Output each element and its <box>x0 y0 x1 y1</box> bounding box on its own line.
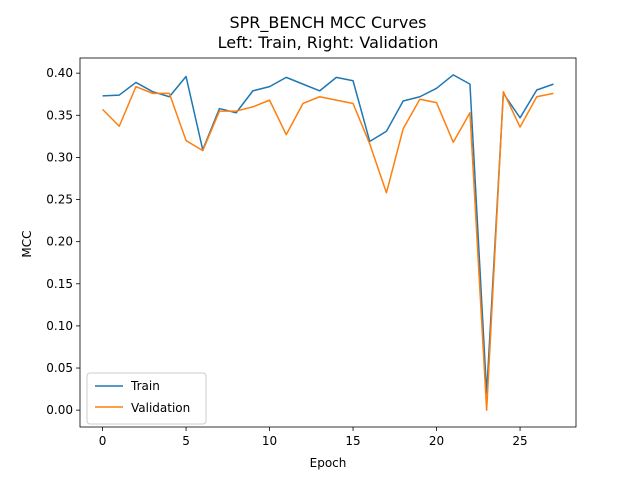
y-tick-label: 0.20 <box>46 235 73 249</box>
legend-label-train: Train <box>130 379 160 393</box>
x-tick-label: 15 <box>345 434 360 448</box>
y-tick-label: 0.00 <box>46 403 73 417</box>
x-tick-label: 25 <box>512 434 527 448</box>
legend: Train Validation <box>86 372 207 425</box>
y-tick-label: 0.40 <box>46 66 73 80</box>
x-tick-label: 20 <box>429 434 444 448</box>
y-tick-label: 0.05 <box>46 361 73 375</box>
x-tick-label: 10 <box>262 434 277 448</box>
legend-label-validation: Validation <box>131 401 190 415</box>
y-tick-label: 0.25 <box>46 193 73 207</box>
chart-title-line-2: Left: Train, Right: Validation <box>218 33 439 52</box>
y-tick-label: 0.10 <box>46 319 73 333</box>
chart-title-line-1: SPR_BENCH MCC Curves <box>229 13 426 33</box>
x-axis-label: Epoch <box>310 456 347 470</box>
series-line-validation <box>102 85 554 411</box>
x-tick-label: 5 <box>182 434 190 448</box>
y-tick-label: 0.15 <box>46 277 73 291</box>
y-tick-label: 0.30 <box>46 150 73 164</box>
axes-frame <box>79 57 577 428</box>
plot-area: 0 5 10 15 20 25 0.00 0.05 0.10 0.15 0.20 0.25 0.30 0.… <box>46 57 577 448</box>
x-tick-label: 0 <box>99 434 107 448</box>
series-line-train <box>102 74 554 395</box>
y-tick-label: 0.35 <box>46 108 73 122</box>
y-axis-label: MCC <box>20 230 34 257</box>
